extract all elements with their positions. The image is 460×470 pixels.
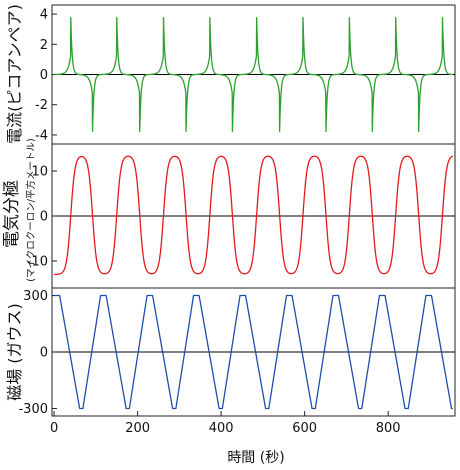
current-panel: 4 2 0 -2 -4 xyxy=(35,4,456,145)
y-tick-label: 2 xyxy=(40,38,48,53)
y-tick-label: -10 xyxy=(27,255,48,270)
y-axis-label-current: 電流(ピコアンペア) xyxy=(5,4,24,144)
y-tick-label: 4 xyxy=(40,8,48,23)
series-line xyxy=(54,294,453,410)
x-tick-label: 400 xyxy=(209,421,234,436)
y-tick-label: 0 xyxy=(40,68,48,83)
x-tick-label: 0 xyxy=(50,421,58,436)
x-tick-label: 600 xyxy=(292,421,317,436)
y-tick-label: 300 xyxy=(23,289,48,304)
y-axis-label-polarization: 電気分極 xyxy=(2,180,22,248)
magnetic-field-panel: 300 0 -300 xyxy=(18,287,456,417)
y-tick-label: 0 xyxy=(40,346,48,361)
x-tick-label: 200 xyxy=(125,421,150,436)
series-line xyxy=(54,155,454,276)
x-tick-label: 800 xyxy=(376,421,401,436)
polarization-panel: 10 0 -10 xyxy=(27,143,456,289)
x-axis-label: 時間 (秒) xyxy=(227,450,284,466)
y-tick-label: -4 xyxy=(35,128,48,143)
y-axis-label-field: 磁場 (ガウス) xyxy=(5,303,24,401)
y-tick-label: 0 xyxy=(40,210,48,225)
series-line xyxy=(54,17,453,132)
x-axis: 0 200 400 600 800 xyxy=(50,411,401,436)
y-tick-label: 10 xyxy=(31,165,48,180)
y-tick-label: -2 xyxy=(35,98,48,113)
y-tick-label: -300 xyxy=(18,402,48,417)
y-axis-label-polarization-unit: (マイクロクーロン/平方メートル) xyxy=(25,138,37,281)
